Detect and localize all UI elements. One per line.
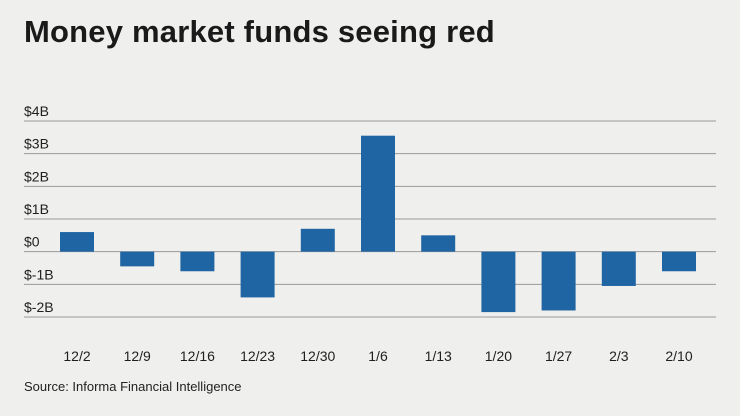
bar-12-16	[180, 251, 215, 272]
bar-12-2	[60, 232, 94, 252]
chart-title: Money market funds seeing red	[24, 14, 495, 49]
y-tick-label: $3B	[24, 136, 49, 152]
bar-1-20	[481, 251, 516, 313]
x-tick-label: 12/9	[124, 348, 151, 364]
x-tick-label: 2/10	[665, 348, 692, 364]
bars	[60, 135, 696, 313]
bar-1-13	[421, 235, 456, 252]
y-tick-label: $-1B	[24, 266, 54, 282]
bar-12-23	[240, 251, 275, 298]
y-tick-label: $4B	[24, 103, 49, 119]
x-axis-ticks: 12/2 12/9 12/16 12/23 12/30 1/6 1/13 1/20 1/27 2/…	[63, 348, 692, 364]
x-tick-label: 1/6	[368, 348, 388, 364]
x-tick-label: 2/3	[609, 348, 629, 364]
bar-2-3	[601, 251, 636, 286]
x-tick-label: 12/16	[180, 348, 215, 364]
x-tick-label: 1/27	[545, 348, 572, 364]
source-note: Source: Informa Financial Intelligence	[24, 379, 242, 394]
x-tick-label: 1/13	[425, 348, 452, 364]
y-tick-label: $-2B	[24, 299, 54, 315]
x-tick-label: 12/23	[240, 348, 275, 364]
bar-2-10	[662, 251, 696, 272]
y-tick-label: $1B	[24, 201, 49, 217]
bar-12-9	[120, 251, 155, 267]
x-tick-label: 12/2	[63, 348, 90, 364]
y-axis-ticks: $4B $3B $2B $1B $0 $-1B $-2B	[24, 103, 54, 315]
y-tick-label: $2B	[24, 168, 49, 184]
bar-12-30	[300, 228, 335, 252]
y-tick-label: $0	[24, 234, 40, 250]
bar-1-27	[541, 251, 576, 311]
x-tick-label: 12/30	[300, 348, 335, 364]
bar-1-6	[361, 135, 395, 252]
x-tick-label: 1/20	[485, 348, 512, 364]
